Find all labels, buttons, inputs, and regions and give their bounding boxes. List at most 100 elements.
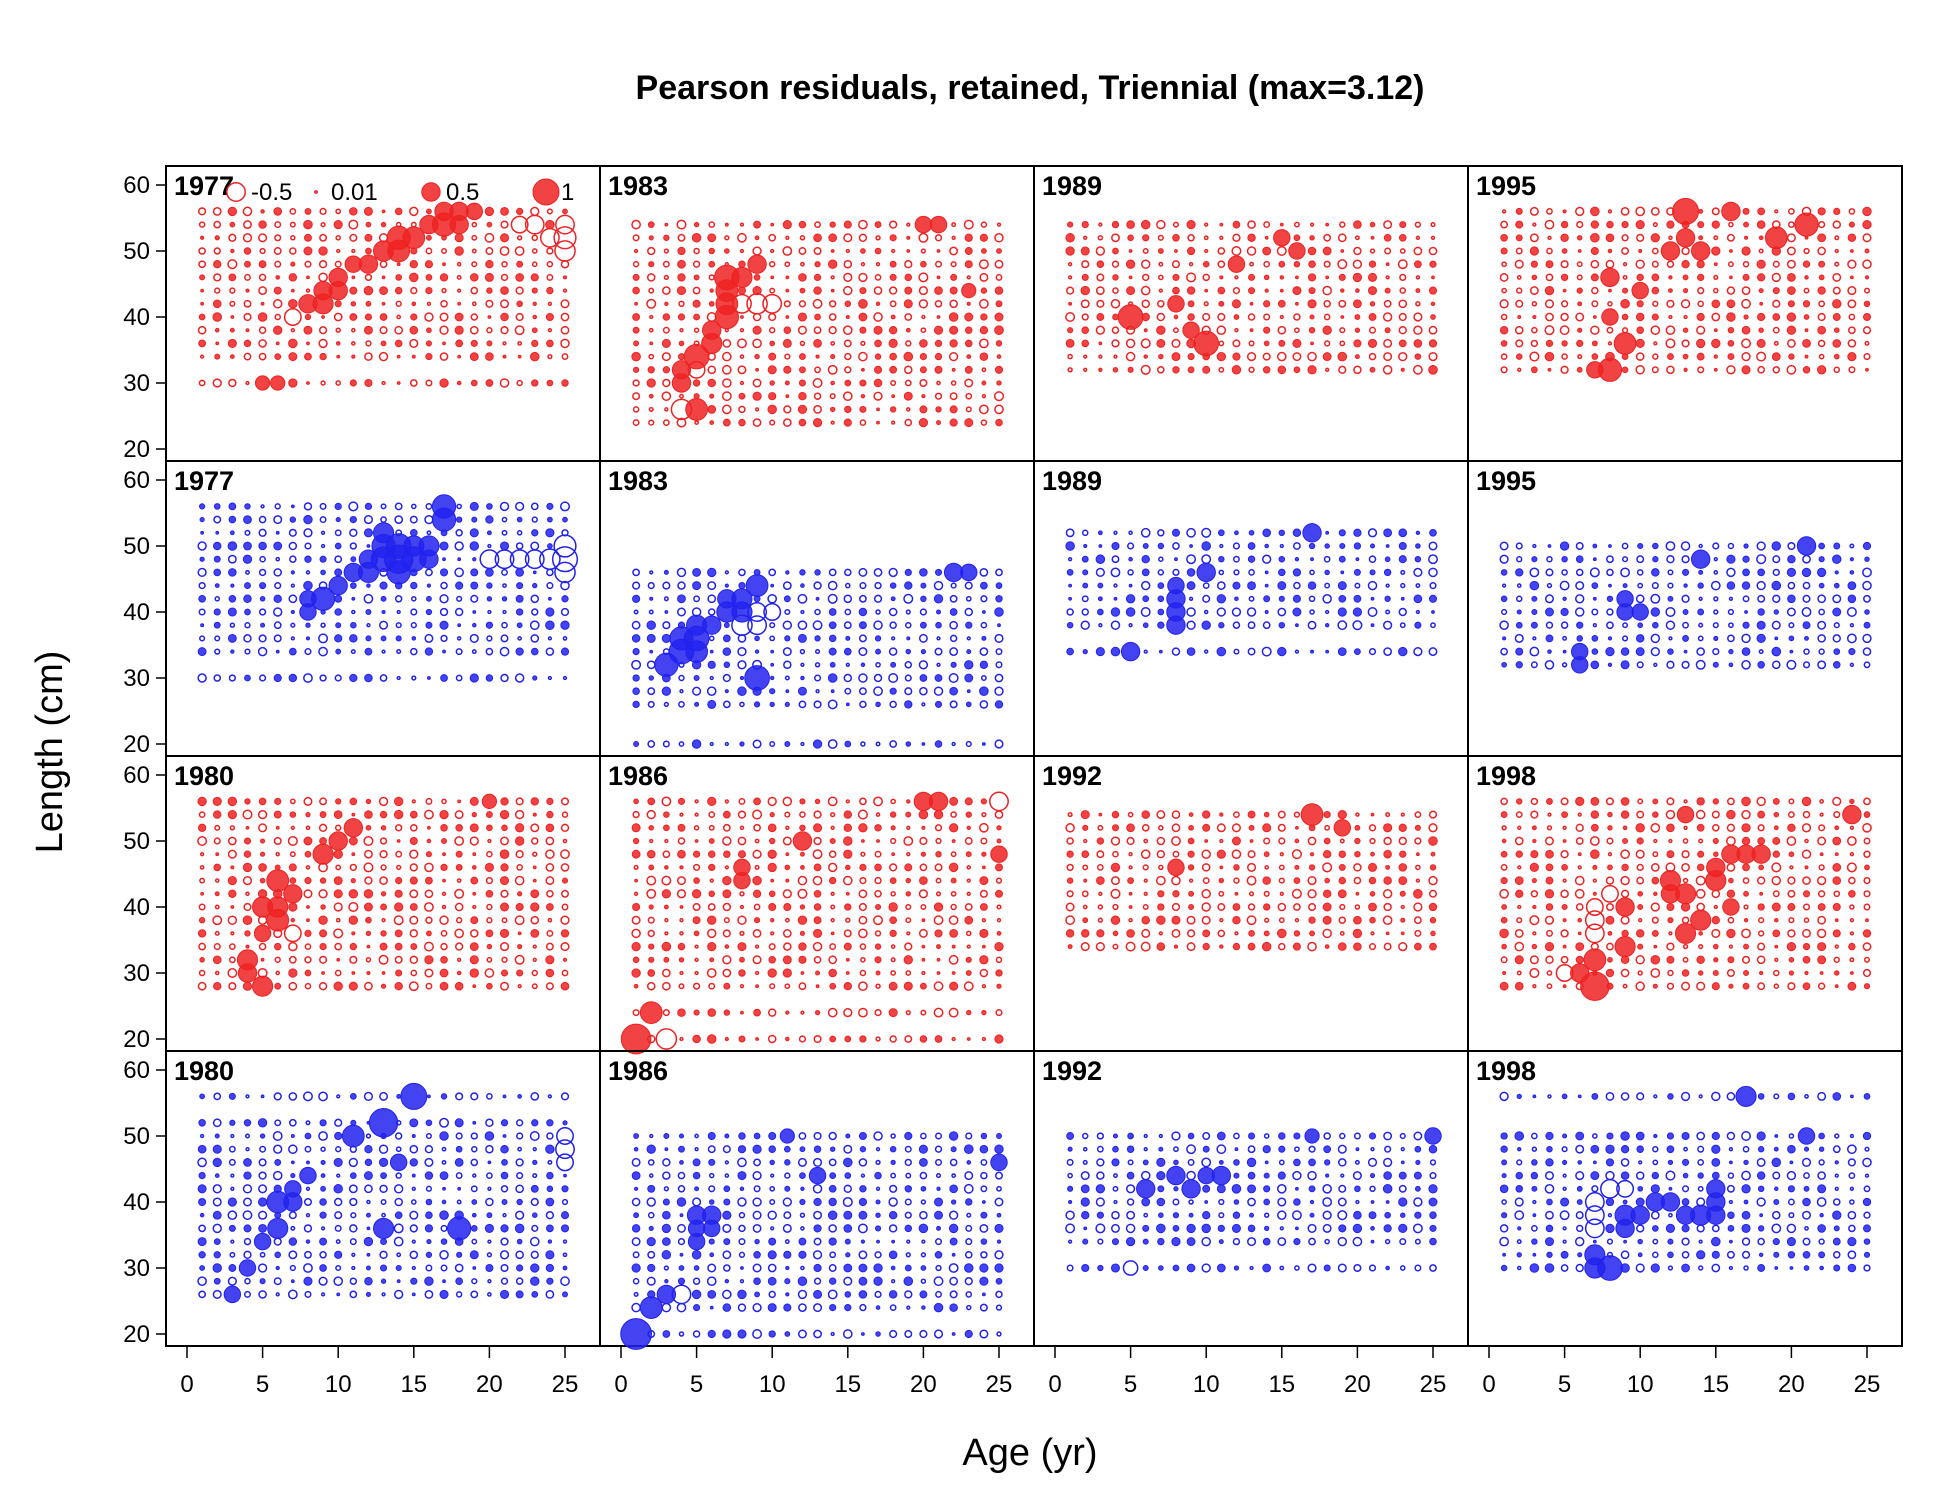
residual-point	[876, 236, 880, 240]
residual-point	[412, 1174, 415, 1177]
residual-point	[501, 1120, 507, 1126]
residual-point	[1772, 273, 1780, 281]
residual-point	[952, 972, 955, 975]
residual-point	[1712, 890, 1719, 897]
residual-point	[814, 287, 821, 294]
residual-point	[335, 1212, 342, 1219]
residual-point	[441, 583, 447, 589]
residual-point	[216, 905, 219, 908]
residual-point	[1097, 261, 1104, 268]
residual-point	[1371, 932, 1374, 935]
residual-point	[1713, 799, 1718, 804]
residual-point	[784, 406, 791, 413]
residual-point	[1804, 249, 1809, 254]
residual-point	[1576, 890, 1584, 898]
residual-point	[395, 340, 402, 347]
residual-point	[1819, 301, 1824, 306]
residual-point	[200, 222, 205, 227]
residual-point	[199, 1291, 205, 1297]
residual-point	[274, 943, 280, 949]
residual-point	[1069, 1240, 1072, 1243]
residual-point	[1066, 1211, 1074, 1219]
residual-point	[1788, 340, 1795, 347]
residual-point	[1098, 597, 1102, 601]
residual-point	[320, 983, 327, 990]
residual-point	[1430, 1238, 1437, 1245]
residual-point	[907, 800, 910, 803]
residual-point	[258, 1198, 266, 1206]
residual-point	[1864, 878, 1870, 884]
residual-point	[1279, 530, 1284, 535]
residual-point	[1219, 368, 1223, 372]
residual-point	[319, 1092, 327, 1100]
residual-point	[1850, 663, 1853, 666]
residual-point	[695, 945, 698, 948]
residual-point	[967, 302, 970, 305]
residual-point	[367, 1227, 370, 1230]
residual-point	[1682, 261, 1689, 268]
residual-point	[633, 274, 639, 280]
residual-point	[753, 890, 760, 897]
residual-point	[1401, 597, 1404, 600]
residual-point	[1309, 1186, 1315, 1192]
residual-point	[306, 812, 310, 816]
residual-point	[874, 687, 882, 695]
residual-point	[862, 840, 865, 843]
residual-point	[1205, 250, 1208, 253]
residual-point	[996, 1010, 1002, 1016]
residual-point	[905, 943, 912, 950]
residual-point	[635, 892, 638, 895]
residual-point	[501, 221, 508, 228]
residual-point	[828, 674, 837, 683]
residual-point	[1773, 556, 1780, 563]
residual-point	[214, 609, 220, 615]
residual-point	[769, 891, 775, 897]
residual-point	[677, 287, 685, 295]
residual-point	[334, 890, 342, 898]
residual-point	[1666, 542, 1674, 550]
residual-point	[753, 1172, 761, 1180]
residual-point	[1249, 274, 1255, 280]
residual-point	[1501, 570, 1507, 576]
residual-point	[710, 958, 714, 962]
residual-point	[1850, 972, 1853, 975]
residual-point	[1833, 635, 1840, 642]
residual-point	[1099, 368, 1102, 371]
residual-point	[304, 1092, 312, 1100]
residual-point	[516, 1211, 524, 1219]
residual-point	[1158, 891, 1164, 897]
residual-point	[396, 1173, 401, 1178]
residual-point	[1303, 524, 1321, 542]
residual-point	[1371, 544, 1375, 548]
residual-point	[516, 569, 524, 577]
residual-point	[647, 634, 655, 642]
residual-point	[680, 329, 683, 332]
residual-point	[1803, 596, 1810, 603]
residual-point	[351, 302, 355, 306]
residual-point	[830, 394, 835, 399]
panel-1998-red: 1998	[1468, 756, 1902, 1051]
residual-point	[1308, 582, 1315, 589]
residual-point	[1714, 329, 1717, 332]
residual-point	[634, 799, 639, 804]
residual-point	[694, 261, 700, 267]
residual-point	[859, 313, 867, 321]
residual-point	[1430, 1265, 1436, 1271]
residual-point	[547, 503, 553, 509]
residual-point	[1707, 858, 1725, 876]
residual-point	[1639, 919, 1642, 922]
residual-point	[1066, 930, 1073, 937]
residual-point	[1787, 837, 1795, 845]
residual-point	[784, 596, 790, 602]
residual-point	[1699, 236, 1703, 240]
residual-point	[1788, 301, 1794, 307]
residual-point	[1293, 1172, 1301, 1180]
residual-point	[501, 864, 508, 871]
residual-point	[1609, 210, 1612, 213]
residual-point	[381, 1173, 387, 1179]
residual-point	[739, 1036, 745, 1042]
residual-point	[336, 623, 341, 628]
residual-point	[397, 611, 400, 614]
residual-point	[1684, 826, 1687, 829]
residual-point	[1833, 300, 1841, 308]
